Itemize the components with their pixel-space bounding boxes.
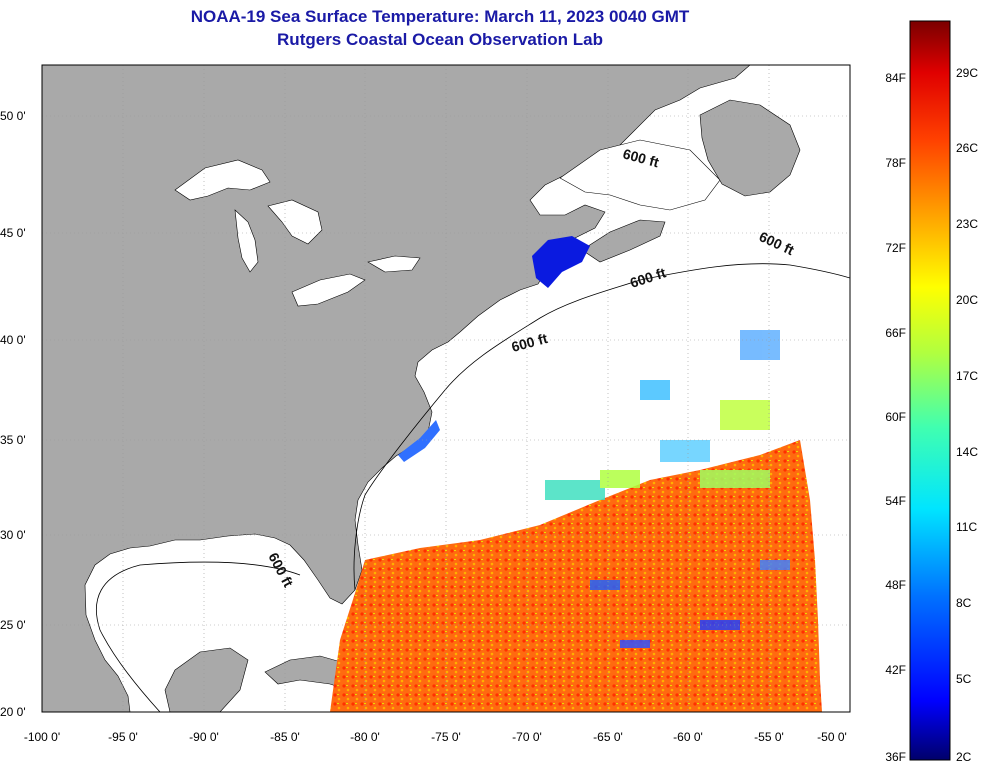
tick-c: 29C	[956, 66, 978, 80]
land-nova-scotia	[581, 219, 666, 263]
tick-c: 14C	[956, 445, 978, 459]
lon-label: -65 0'	[593, 730, 623, 744]
lon-label: -75 0'	[431, 730, 461, 744]
sst-cold-nc-coast	[398, 420, 440, 462]
colorbar-celsius-labels: 29C 26C 23C 20C 17C 14C 11C 8C 5C 2C	[956, 66, 978, 764]
tick-c: 26C	[956, 141, 978, 155]
tick-c: 20C	[956, 293, 978, 307]
great-lakes	[174, 159, 421, 307]
map-frame	[41, 64, 851, 713]
tick-c: 17C	[956, 369, 978, 383]
map-title: NOAA-19 Sea Surface Temperature: March 1…	[190, 7, 690, 26]
sst-cool-patches	[545, 330, 790, 648]
sst-cold-gulf-of-maine	[532, 236, 590, 288]
lon-label: -85 0'	[270, 730, 300, 744]
lat-label: 35 0'	[0, 433, 26, 447]
map-subtitle: Rutgers Coastal Ocean Observation Lab	[277, 30, 603, 49]
lat-label: 50 0'	[0, 109, 26, 123]
isobath-600ft	[96, 263, 850, 712]
latitude-labels: 50 0' 45 0' 40 0' 35 0' 30 0' 25 0' 20 0…	[0, 109, 26, 719]
tick-f: 78F	[885, 156, 906, 170]
lat-label: 45 0'	[0, 226, 26, 240]
lon-label: -95 0'	[108, 730, 138, 744]
lon-label: -90 0'	[189, 730, 219, 744]
lon-label: -70 0'	[512, 730, 542, 744]
tick-c: 8C	[956, 596, 972, 610]
land-newfoundland	[699, 99, 801, 197]
graticule	[42, 65, 850, 712]
lat-label: 25 0'	[0, 618, 26, 632]
colorbar-fahrenheit-labels: 84F 78F 72F 66F 60F 54F 48F 42F 36F	[885, 71, 906, 764]
land-yucatan	[164, 647, 249, 712]
lat-label: 40 0'	[0, 333, 26, 347]
lon-label: -80 0'	[350, 730, 380, 744]
tick-c: 5C	[956, 672, 972, 686]
tick-f: 66F	[885, 326, 906, 340]
tick-f: 54F	[885, 494, 906, 508]
lon-label: -60 0'	[673, 730, 703, 744]
tick-c: 2C	[956, 750, 972, 764]
tick-f: 72F	[885, 241, 906, 255]
tick-f: 84F	[885, 71, 906, 85]
lat-label: 30 0'	[0, 528, 26, 542]
tick-f: 60F	[885, 410, 906, 424]
lon-label: -100 0'	[24, 730, 60, 744]
lon-label: -55 0'	[754, 730, 784, 744]
colorbar	[909, 20, 951, 761]
longitude-labels: -100 0' -95 0' -90 0' -85 0' -80 0' -75 …	[24, 730, 847, 744]
gulf-st-lawrence	[559, 139, 721, 211]
lat-label: 20 0'	[0, 705, 26, 719]
lon-label: -50 0'	[817, 730, 847, 744]
tick-f: 36F	[885, 750, 906, 764]
tick-f: 42F	[885, 663, 906, 677]
tick-c: 23C	[956, 217, 978, 231]
tick-f: 48F	[885, 578, 906, 592]
tick-c: 11C	[956, 520, 977, 534]
sst-warm-swath	[330, 440, 822, 712]
